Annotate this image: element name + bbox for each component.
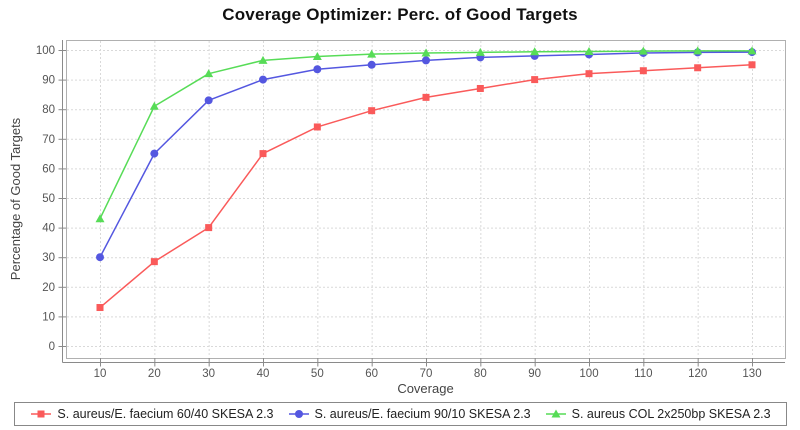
- svg-text:120: 120: [688, 368, 707, 380]
- series-0: [96, 61, 756, 312]
- axes: [58, 40, 785, 367]
- chart-title: Coverage Optimizer: Perc. of Good Target…: [222, 5, 578, 24]
- svg-text:50: 50: [311, 368, 324, 380]
- legend-label: S. aureus COL 2x250bp SKESA 2.3: [571, 407, 771, 421]
- svg-text:90: 90: [42, 75, 55, 87]
- green-triangle-marker-icon: [545, 408, 567, 420]
- svg-text:130: 130: [742, 368, 761, 380]
- legend-item-col-2x250bp: S. aureus COL 2x250bp SKESA 2.3: [545, 407, 771, 421]
- svg-text:0: 0: [49, 341, 55, 353]
- svg-text:60: 60: [42, 163, 55, 175]
- svg-text:70: 70: [42, 134, 55, 146]
- svg-text:80: 80: [42, 104, 55, 116]
- x-axis-title: Coverage: [397, 381, 453, 396]
- svg-text:40: 40: [257, 368, 270, 380]
- svg-text:50: 50: [42, 193, 55, 205]
- blue-circle-marker-icon: [288, 408, 310, 420]
- svg-text:70: 70: [420, 368, 433, 380]
- svg-text:20: 20: [148, 368, 161, 380]
- svg-text:30: 30: [202, 368, 215, 380]
- legend-item-60-40: S. aureus/E. faecium 60/40 SKESA 2.3: [30, 407, 274, 421]
- svg-text:60: 60: [365, 368, 378, 380]
- legend-label: S. aureus/E. faecium 90/10 SKESA 2.3: [314, 407, 531, 421]
- tick-labels: 0 10 20 30 40 50 60 70 80 90 100 10 20 30 40 50 60 70 80 90…: [36, 45, 762, 380]
- legend-item-90-10: S. aureus/E. faecium 90/10 SKESA 2.3: [288, 407, 531, 421]
- y-axis-title: Percentage of Good Targets: [8, 117, 23, 280]
- svg-text:100: 100: [36, 45, 55, 57]
- svg-text:40: 40: [42, 223, 55, 235]
- legend: S. aureus/E. faecium 60/40 SKESA 2.3 S. …: [14, 402, 787, 426]
- series-2: [95, 46, 757, 223]
- svg-text:10: 10: [42, 311, 55, 323]
- svg-text:10: 10: [94, 368, 107, 380]
- legend-label: S. aureus/E. faecium 60/40 SKESA 2.3: [57, 407, 274, 421]
- axis-titles: Coverage Percentage of Good Targets: [8, 117, 454, 396]
- svg-text:80: 80: [474, 368, 487, 380]
- svg-text:100: 100: [579, 368, 598, 380]
- svg-text:90: 90: [528, 368, 541, 380]
- red-square-marker-icon: [30, 408, 52, 420]
- svg-text:30: 30: [42, 252, 55, 264]
- svg-text:20: 20: [42, 282, 55, 294]
- svg-text:110: 110: [634, 368, 652, 380]
